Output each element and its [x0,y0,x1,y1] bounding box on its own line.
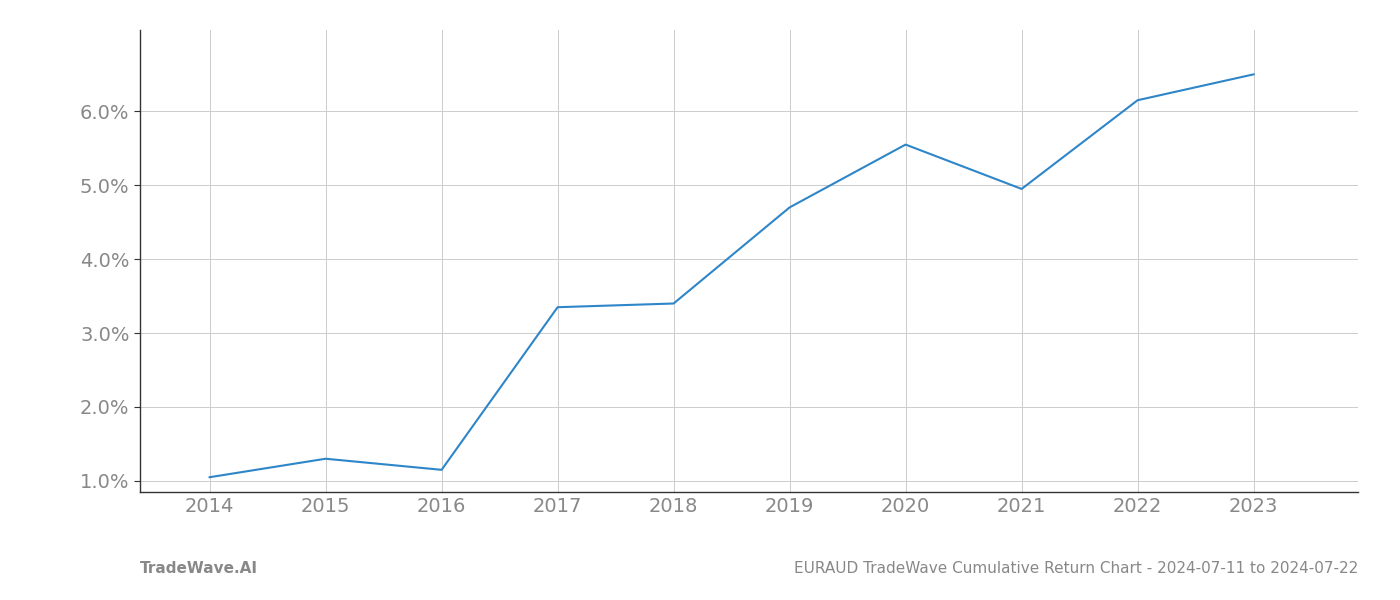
Text: TradeWave.AI: TradeWave.AI [140,561,258,576]
Text: EURAUD TradeWave Cumulative Return Chart - 2024-07-11 to 2024-07-22: EURAUD TradeWave Cumulative Return Chart… [794,561,1358,576]
